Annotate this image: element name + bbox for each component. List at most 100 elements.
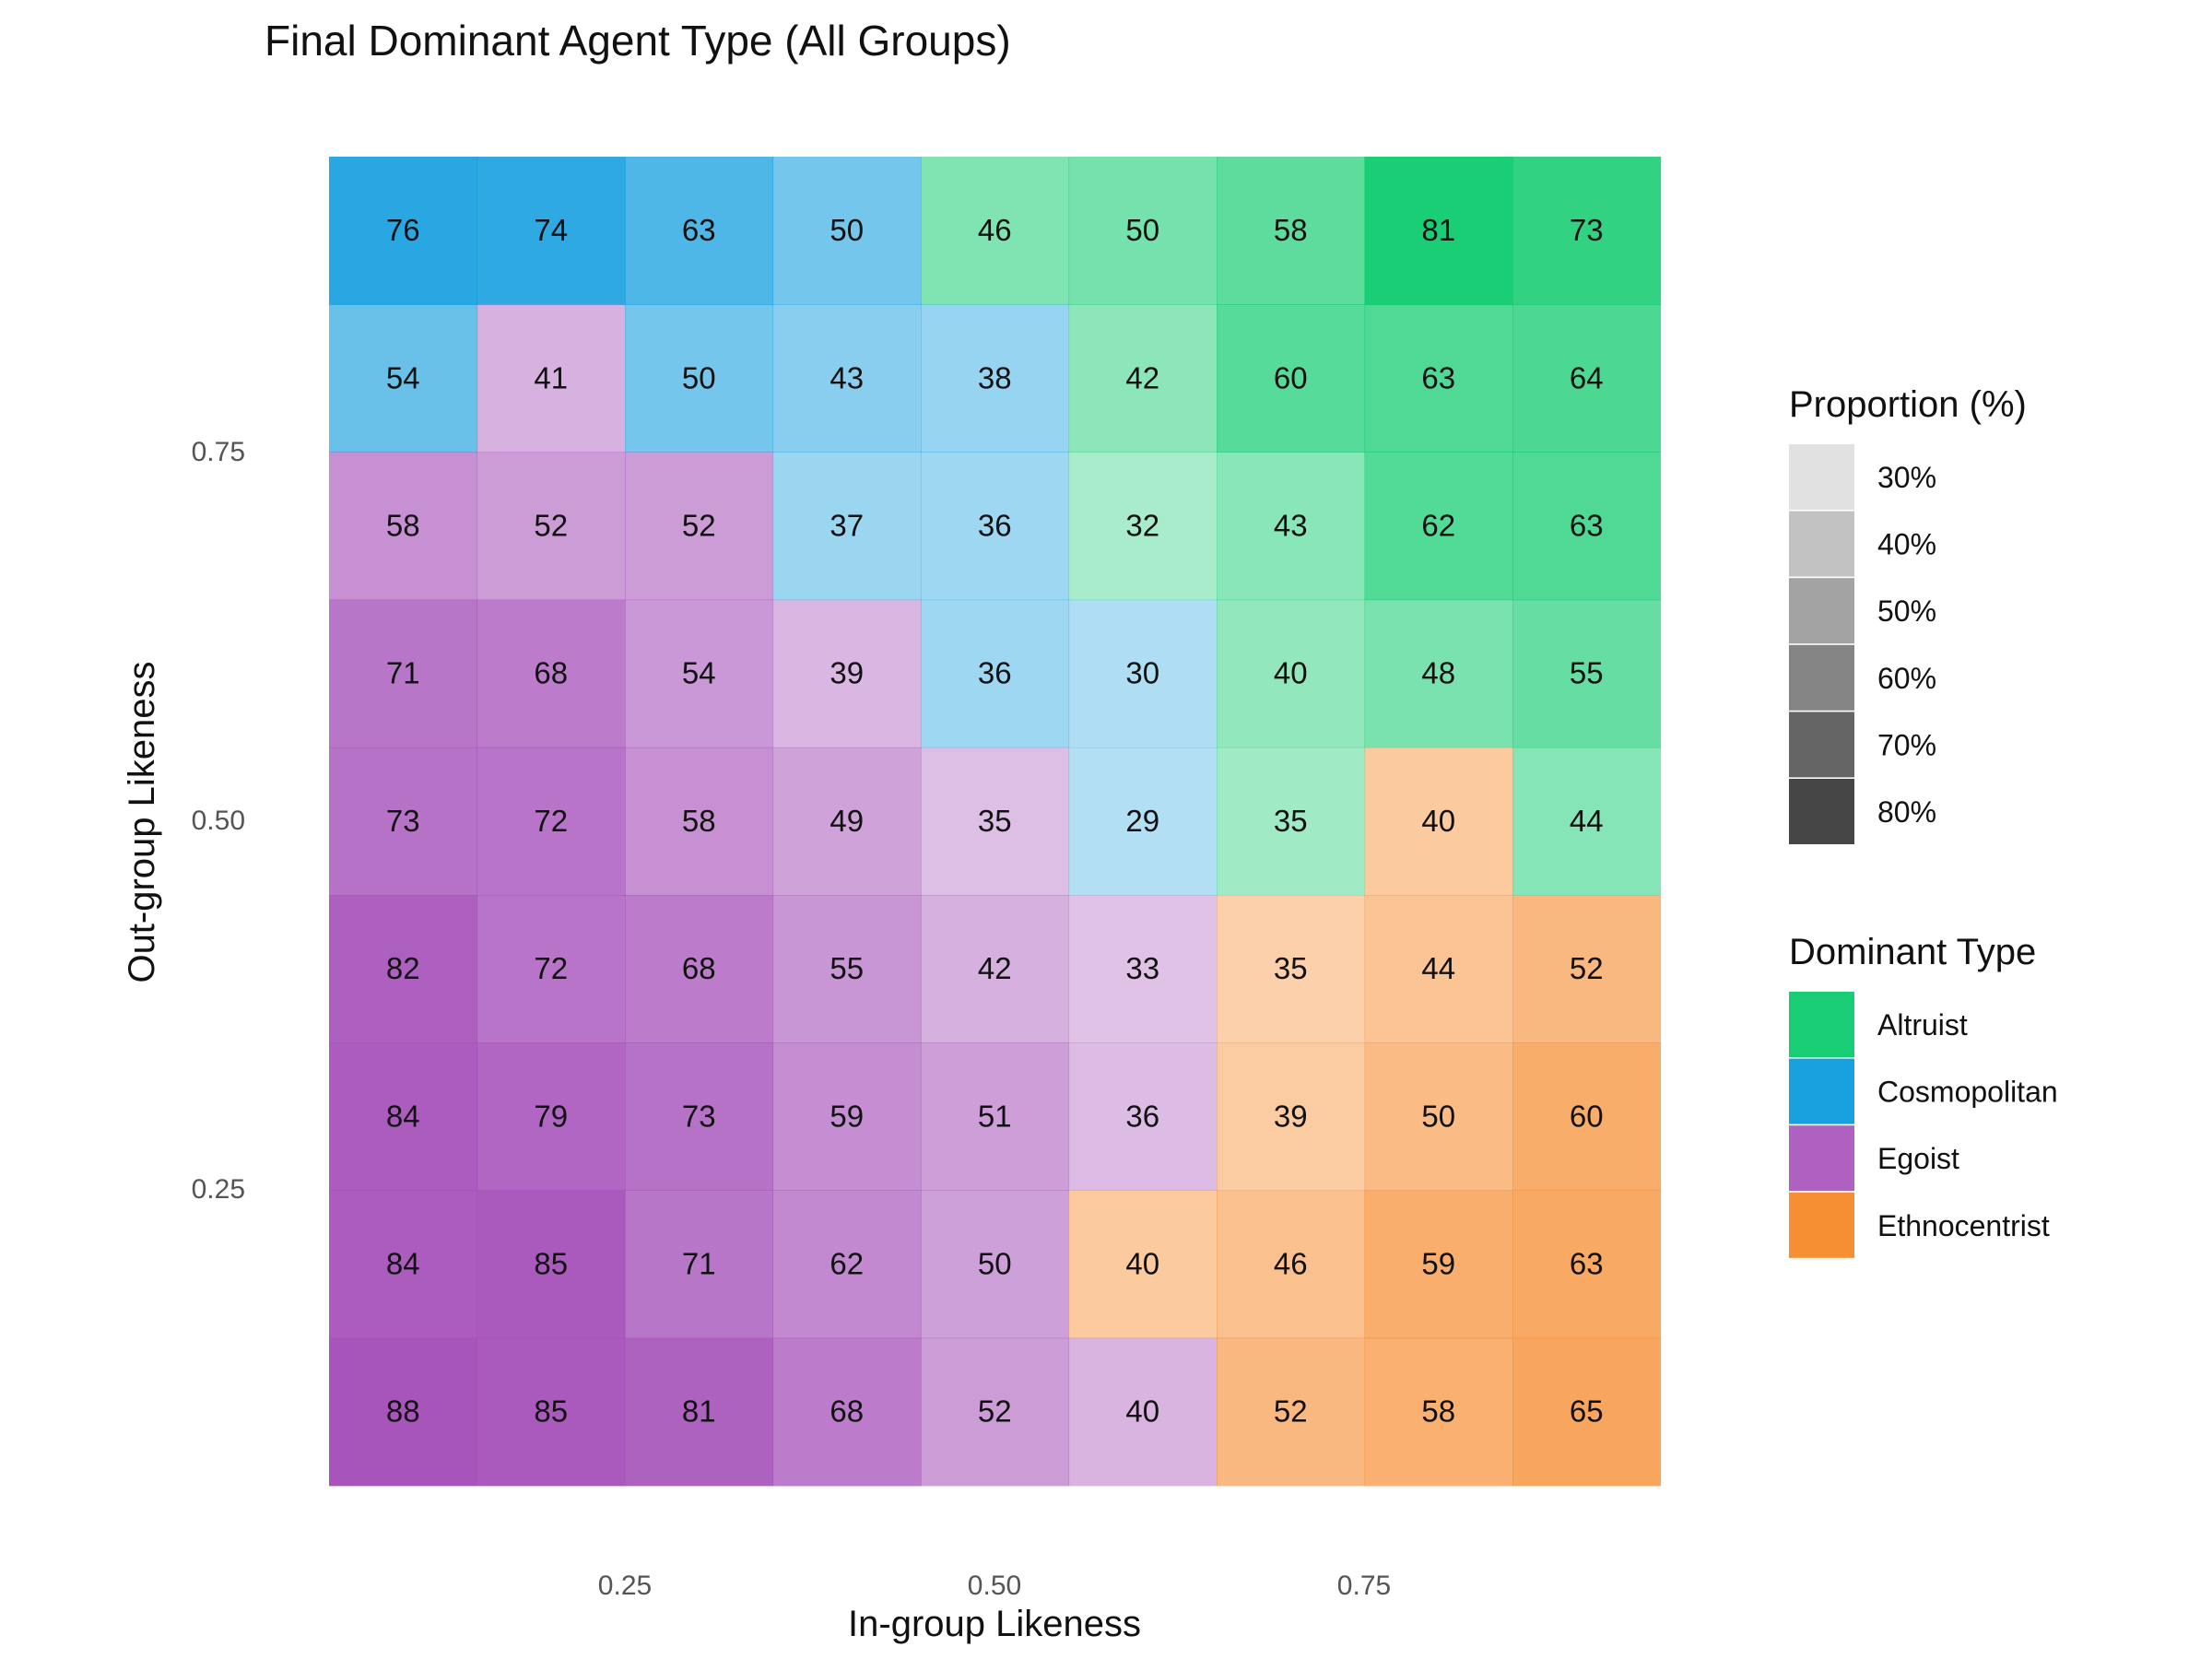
cell-label: 72 — [534, 804, 568, 838]
y-axis-ticks: 0.75 0.50 0.25 — [192, 437, 245, 1205]
cell-label: 36 — [978, 509, 1012, 543]
heatmap-cell — [625, 157, 774, 305]
heatmap-cell — [477, 157, 626, 305]
x-axis-title: In-group Likeness — [848, 1604, 1141, 1644]
heatmap-cell — [921, 599, 1070, 748]
legend-type-label: Ethnocentrist — [1877, 1209, 2050, 1242]
heatmap-cell — [1217, 157, 1366, 305]
y-tick-label: 0.75 — [192, 437, 245, 467]
cell-label: 54 — [386, 360, 420, 394]
heatmap-cell — [772, 1190, 922, 1339]
legend-type-swatch — [1789, 1192, 1854, 1258]
heatmap-cell — [1068, 1190, 1218, 1339]
cell-label: 63 — [1570, 509, 1604, 543]
cell-label: 62 — [1421, 509, 1455, 543]
heatmap-cell — [1364, 452, 1513, 601]
heatmap-cell — [921, 452, 1070, 601]
cell-label: 46 — [1274, 1247, 1308, 1281]
heatmap-cell — [772, 304, 922, 453]
heatmap-cell — [1068, 157, 1218, 305]
cell-label: 49 — [830, 804, 864, 838]
cell-label: 81 — [682, 1394, 716, 1429]
heatmap-cell — [1068, 895, 1218, 1043]
legend-proportion-label: 50% — [1877, 594, 1936, 628]
heatmap-cell — [1217, 1042, 1366, 1191]
legend-type-swatch — [1789, 1058, 1854, 1124]
cell-label: 63 — [1421, 360, 1455, 394]
cell-label: 35 — [1274, 804, 1308, 838]
heatmap-cell — [1512, 599, 1662, 748]
heatmap-cell — [1068, 747, 1218, 896]
legend-proportion-label: 30% — [1877, 461, 1936, 494]
cell-label: 73 — [682, 1099, 716, 1133]
legend-proportion-swatch — [1789, 444, 1854, 510]
cell-label: 52 — [1274, 1394, 1308, 1429]
x-tick-label: 0.50 — [968, 1571, 1021, 1601]
heatmap-cell — [329, 599, 478, 748]
cell-label: 52 — [682, 509, 716, 543]
legend-type-title: Dominant Type — [1789, 932, 2036, 972]
heatmap-cell — [1217, 452, 1366, 601]
legend-type-label: Cosmopolitan — [1877, 1076, 2058, 1109]
heatmap-cell — [477, 895, 626, 1043]
heatmap-cell — [921, 1042, 1070, 1191]
x-axis-ticks: 0.25 0.50 0.75 — [598, 1571, 1391, 1601]
legend-proportion-swatch — [1789, 511, 1854, 577]
heatmap-cell — [1217, 1337, 1366, 1487]
cell-label: 42 — [1125, 360, 1159, 394]
cell-label: 58 — [1274, 213, 1308, 247]
cell-label: 73 — [1570, 213, 1604, 247]
cell-label: 50 — [1421, 1099, 1455, 1133]
cell-label: 35 — [978, 804, 1012, 838]
cell-label: 50 — [978, 1247, 1012, 1281]
heatmap-cell — [772, 1042, 922, 1191]
chart-title: Final Dominant Agent Type (All Groups) — [265, 17, 1011, 65]
cell-label: 40 — [1274, 656, 1308, 690]
heatmap-cell — [1512, 1190, 1662, 1339]
cell-label: 65 — [1570, 1394, 1604, 1429]
cell-label: 59 — [1421, 1247, 1455, 1281]
heatmap-cell — [625, 747, 774, 896]
cell-label: 52 — [978, 1394, 1012, 1429]
legend-proportion-label: 60% — [1877, 662, 1936, 695]
cell-label: 50 — [1125, 213, 1159, 247]
heatmap-cell — [772, 895, 922, 1043]
legend-proportion-swatch — [1789, 779, 1854, 844]
cell-label: 79 — [534, 1099, 568, 1133]
heatmap-cell — [921, 747, 1070, 896]
legend-type-label: Altruist — [1877, 1008, 1968, 1041]
heatmap-cell — [1512, 452, 1662, 601]
heatmap-cell — [329, 157, 478, 305]
cell-label: 72 — [534, 951, 568, 985]
y-tick-label: 0.25 — [192, 1174, 245, 1205]
heatmap-cell — [625, 1190, 774, 1339]
legend-proportion: Proportion (%) 30% 40% 50% 60% 70% 80% — [1789, 384, 2027, 844]
heatmap-cell — [1512, 1042, 1662, 1191]
cell-label: 40 — [1421, 804, 1455, 838]
heatmap-cell — [625, 1337, 774, 1487]
cell-label: 84 — [386, 1247, 420, 1281]
cell-label: 46 — [978, 213, 1012, 247]
cell-label: 52 — [534, 509, 568, 543]
legend-proportion-label: 40% — [1877, 528, 1936, 561]
heatmap-cell — [477, 1337, 626, 1487]
heatmap-cell — [1364, 747, 1513, 896]
heatmap-cell — [1068, 599, 1218, 748]
legend-proportion-swatch — [1789, 578, 1854, 644]
heatmap-cell — [1364, 895, 1513, 1043]
legend-proportion-swatch — [1789, 712, 1854, 778]
heatmap-cell — [1068, 1337, 1218, 1487]
heatmap-cell — [921, 157, 1070, 305]
cell-label: 85 — [534, 1247, 568, 1281]
heatmap-cell — [329, 1337, 478, 1487]
cell-label: 43 — [830, 360, 864, 394]
cell-label: 52 — [1570, 951, 1604, 985]
cell-label: 68 — [830, 1394, 864, 1429]
heatmap-cell — [1512, 895, 1662, 1043]
cell-label: 85 — [534, 1394, 568, 1429]
heatmap-cell — [329, 747, 478, 896]
heatmap-cell — [1364, 304, 1513, 453]
cell-label: 38 — [978, 360, 1012, 394]
heatmap-cell — [921, 1337, 1070, 1487]
